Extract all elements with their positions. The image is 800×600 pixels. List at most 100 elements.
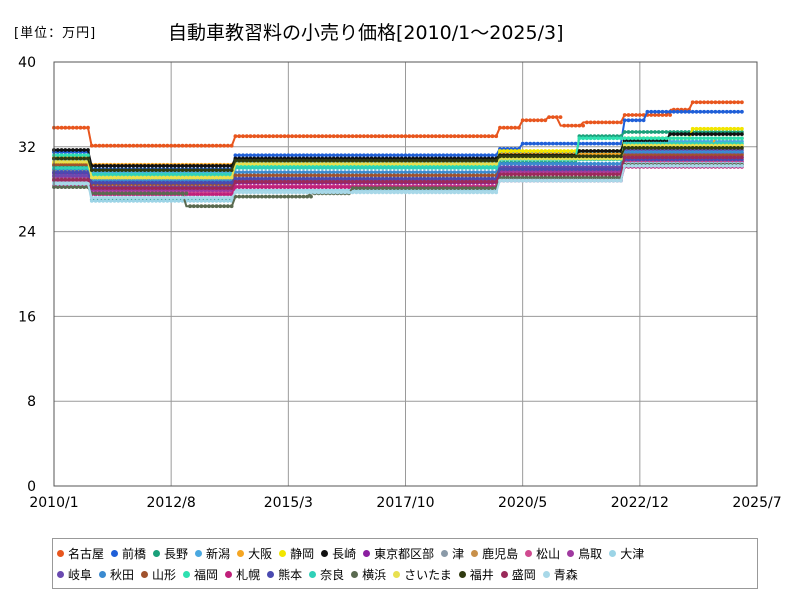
data-point	[67, 170, 71, 175]
data-point	[188, 204, 193, 209]
legend-item: 福岡	[183, 566, 218, 583]
data-point	[441, 134, 446, 139]
data-point	[278, 166, 283, 170]
data-point	[63, 125, 68, 130]
data-point	[131, 175, 136, 180]
data-point	[588, 149, 593, 153]
data-point	[603, 161, 608, 166]
data-point	[324, 170, 328, 175]
data-point	[475, 158, 480, 163]
data-point	[195, 168, 200, 173]
data-point	[101, 191, 105, 196]
data-point	[101, 195, 105, 200]
data-point	[142, 180, 147, 185]
data-point	[460, 134, 465, 139]
data-point	[275, 170, 279, 175]
data-point	[305, 161, 310, 166]
data-point	[154, 180, 158, 185]
data-point	[732, 146, 737, 150]
data-point	[581, 141, 585, 146]
data-point	[89, 168, 94, 173]
data-point	[596, 161, 601, 166]
data-point	[539, 141, 544, 146]
data-point	[237, 161, 242, 166]
legend-swatch	[609, 550, 617, 557]
data-point	[184, 168, 189, 173]
data-point	[441, 186, 446, 191]
data-point	[411, 153, 415, 158]
legend: 名古屋 前橋 長野 新潟 大阪 静岡 長崎 東京都区部津鹿児島 松山 鳥取 大津 岐阜 秋田 山形 福岡札…	[52, 538, 758, 589]
data-point	[286, 173, 291, 178]
data-point	[603, 120, 608, 125]
data-point	[260, 176, 264, 181]
data-point	[150, 172, 155, 177]
data-point	[241, 194, 245, 199]
data-point	[256, 166, 260, 170]
data-point	[585, 141, 589, 146]
data-point	[195, 192, 200, 197]
data-point	[222, 204, 227, 209]
data-point	[297, 161, 302, 166]
data-point	[656, 146, 661, 150]
legend-swatch	[321, 550, 329, 557]
data-point	[105, 168, 109, 173]
data-point	[176, 186, 181, 191]
data-point	[388, 158, 393, 163]
legend-label: 前橋	[122, 547, 147, 561]
data-point	[135, 180, 140, 185]
data-point	[169, 175, 174, 180]
data-point	[577, 167, 582, 172]
data-point	[248, 170, 253, 175]
data-point	[543, 175, 548, 180]
data-point	[505, 175, 510, 180]
data-point	[562, 149, 567, 153]
data-point	[229, 180, 234, 185]
data-point	[222, 168, 227, 173]
data-point	[603, 136, 608, 141]
data-point	[388, 179, 393, 184]
data-point	[547, 178, 551, 183]
data-point	[467, 173, 472, 178]
data-point	[713, 164, 718, 168]
data-point	[509, 175, 514, 180]
data-point	[479, 190, 483, 195]
data-point	[388, 190, 393, 195]
data-point	[362, 166, 366, 170]
data-point	[173, 143, 177, 148]
data-point	[396, 179, 400, 184]
data-point	[532, 154, 536, 159]
data-point	[241, 134, 245, 139]
data-point	[139, 168, 143, 173]
data-point	[263, 190, 268, 195]
data-point	[207, 192, 211, 197]
data-point	[679, 146, 684, 150]
data-point	[339, 161, 344, 166]
data-point	[271, 179, 276, 184]
data-point	[554, 115, 559, 119]
data-point	[668, 136, 672, 141]
legend-label: 鹿児島	[482, 547, 519, 561]
data-point	[551, 167, 555, 172]
data-point	[585, 149, 589, 153]
legend-label: 奈良	[320, 568, 345, 582]
data-point	[619, 136, 623, 141]
data-point	[127, 191, 132, 196]
data-point	[93, 195, 98, 200]
data-point	[724, 146, 729, 150]
data-point	[592, 175, 597, 180]
data-point	[93, 143, 98, 148]
data-point	[188, 195, 193, 200]
data-point	[426, 190, 431, 195]
data-point	[161, 168, 166, 173]
data-point	[248, 173, 253, 178]
data-point	[229, 175, 234, 180]
data-point	[271, 134, 276, 139]
data-point	[392, 161, 397, 166]
data-point	[380, 158, 385, 163]
data-point	[626, 113, 631, 117]
data-point	[607, 120, 612, 125]
data-point	[309, 161, 313, 166]
data-point	[418, 186, 423, 191]
data-point	[456, 134, 461, 139]
data-point	[539, 172, 544, 177]
